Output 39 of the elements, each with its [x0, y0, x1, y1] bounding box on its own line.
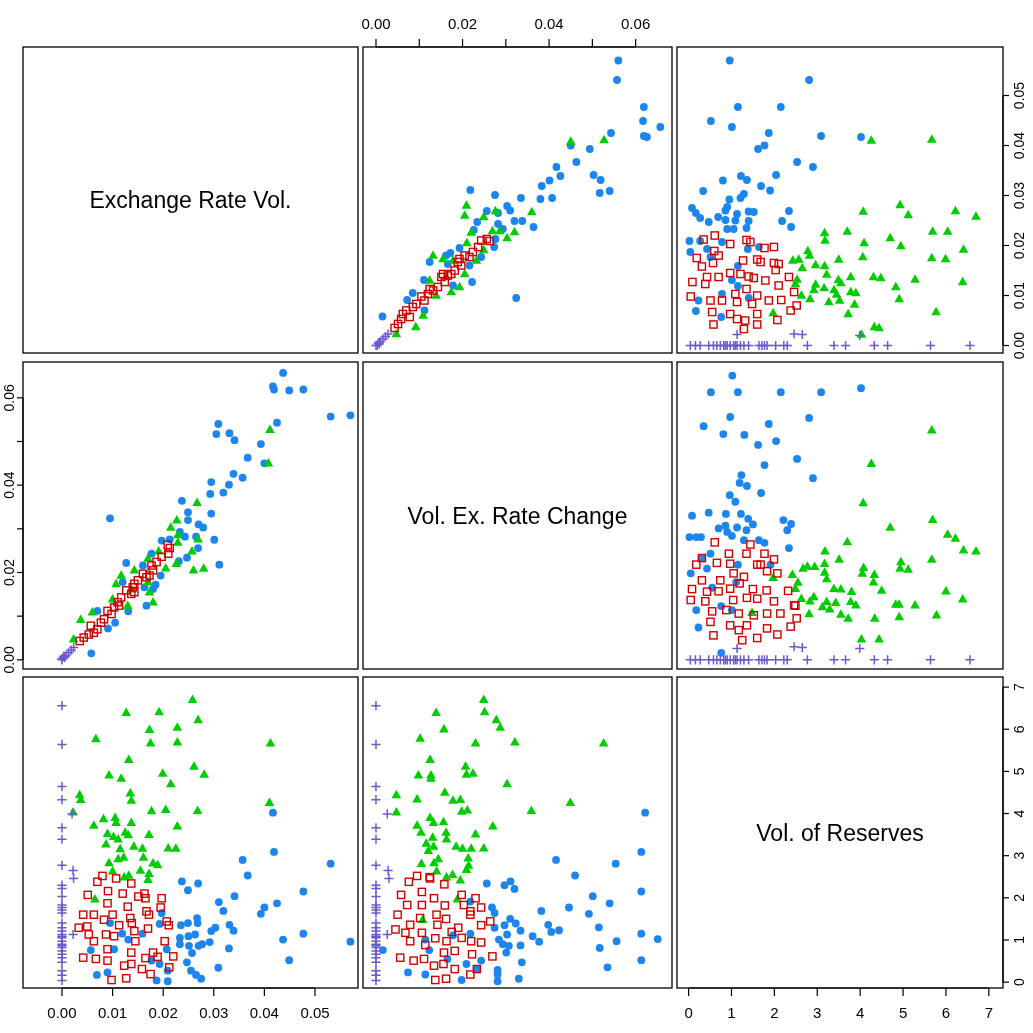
y-tick-label: 0.05 — [1011, 81, 1028, 110]
x-tick-label: 4 — [855, 1004, 865, 1021]
y-tick-label: 7 — [1011, 683, 1028, 692]
x-tick-label: 7 — [984, 1004, 994, 1021]
y-tick-label: 0.04 — [1011, 131, 1028, 160]
y-tick-label: 0.00 — [1011, 331, 1028, 360]
y-tick-label: 2 — [1011, 893, 1028, 902]
x-tick-label: 0.03 — [199, 1004, 229, 1021]
y-tick-label: 0.04 — [1, 471, 17, 499]
x-tick-label: 0.00 — [47, 1004, 77, 1021]
x-tick-label: 0.04 — [534, 15, 564, 32]
x-tick-label: 0 — [684, 1004, 693, 1021]
text: Vol. of Reserves — [756, 819, 924, 846]
y-tick-label: 0.06 — [1, 383, 17, 412]
x-tick-label: 0.05 — [300, 1004, 330, 1021]
x-tick-label: 0.06 — [621, 15, 651, 32]
x-tick-label: 0.02 — [148, 1004, 178, 1021]
x-tick-label: 2 — [770, 1004, 779, 1021]
x-tick-label: 0.01 — [97, 1004, 128, 1021]
x-tick-label: 5 — [898, 1004, 908, 1021]
y-tick-label: 0.01 — [1011, 281, 1028, 310]
text: Exchange Rate Vol. — [89, 187, 292, 213]
text: Vol. Ex. Rate Change — [407, 502, 628, 529]
y-tick-label: 0.00 — [1, 645, 17, 674]
x-tick-label: 6 — [941, 1004, 951, 1021]
x-tick-label: 0.00 — [361, 15, 391, 32]
y-tick-label: 0 — [1011, 978, 1028, 986]
x-tick-label: 1 — [727, 1004, 736, 1021]
y-tick-label: 4 — [1011, 809, 1028, 818]
y-tick-label: 5 — [1011, 767, 1028, 776]
y-tick-label: 0.03 — [1011, 181, 1028, 210]
y-tick-label: 1 — [1011, 935, 1028, 944]
y-tick-label: 6 — [1011, 725, 1028, 734]
y-tick-label: 3 — [1011, 851, 1028, 860]
x-tick-label: 3 — [813, 1004, 822, 1021]
y-tick-label: 0.02 — [1, 558, 17, 587]
y-tick-label: 0.02 — [1011, 231, 1028, 260]
x-tick-label: 0.02 — [447, 15, 478, 32]
x-tick-label: 0.04 — [249, 1004, 279, 1021]
